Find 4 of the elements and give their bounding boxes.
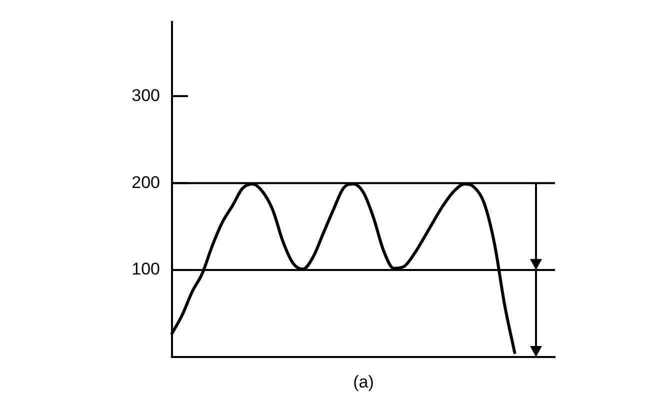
text: (a) xyxy=(353,372,374,392)
y-tick-label: 100 xyxy=(132,260,160,279)
y-tick-label: 300 xyxy=(132,86,160,105)
y-tick-label: 200 xyxy=(132,172,160,192)
